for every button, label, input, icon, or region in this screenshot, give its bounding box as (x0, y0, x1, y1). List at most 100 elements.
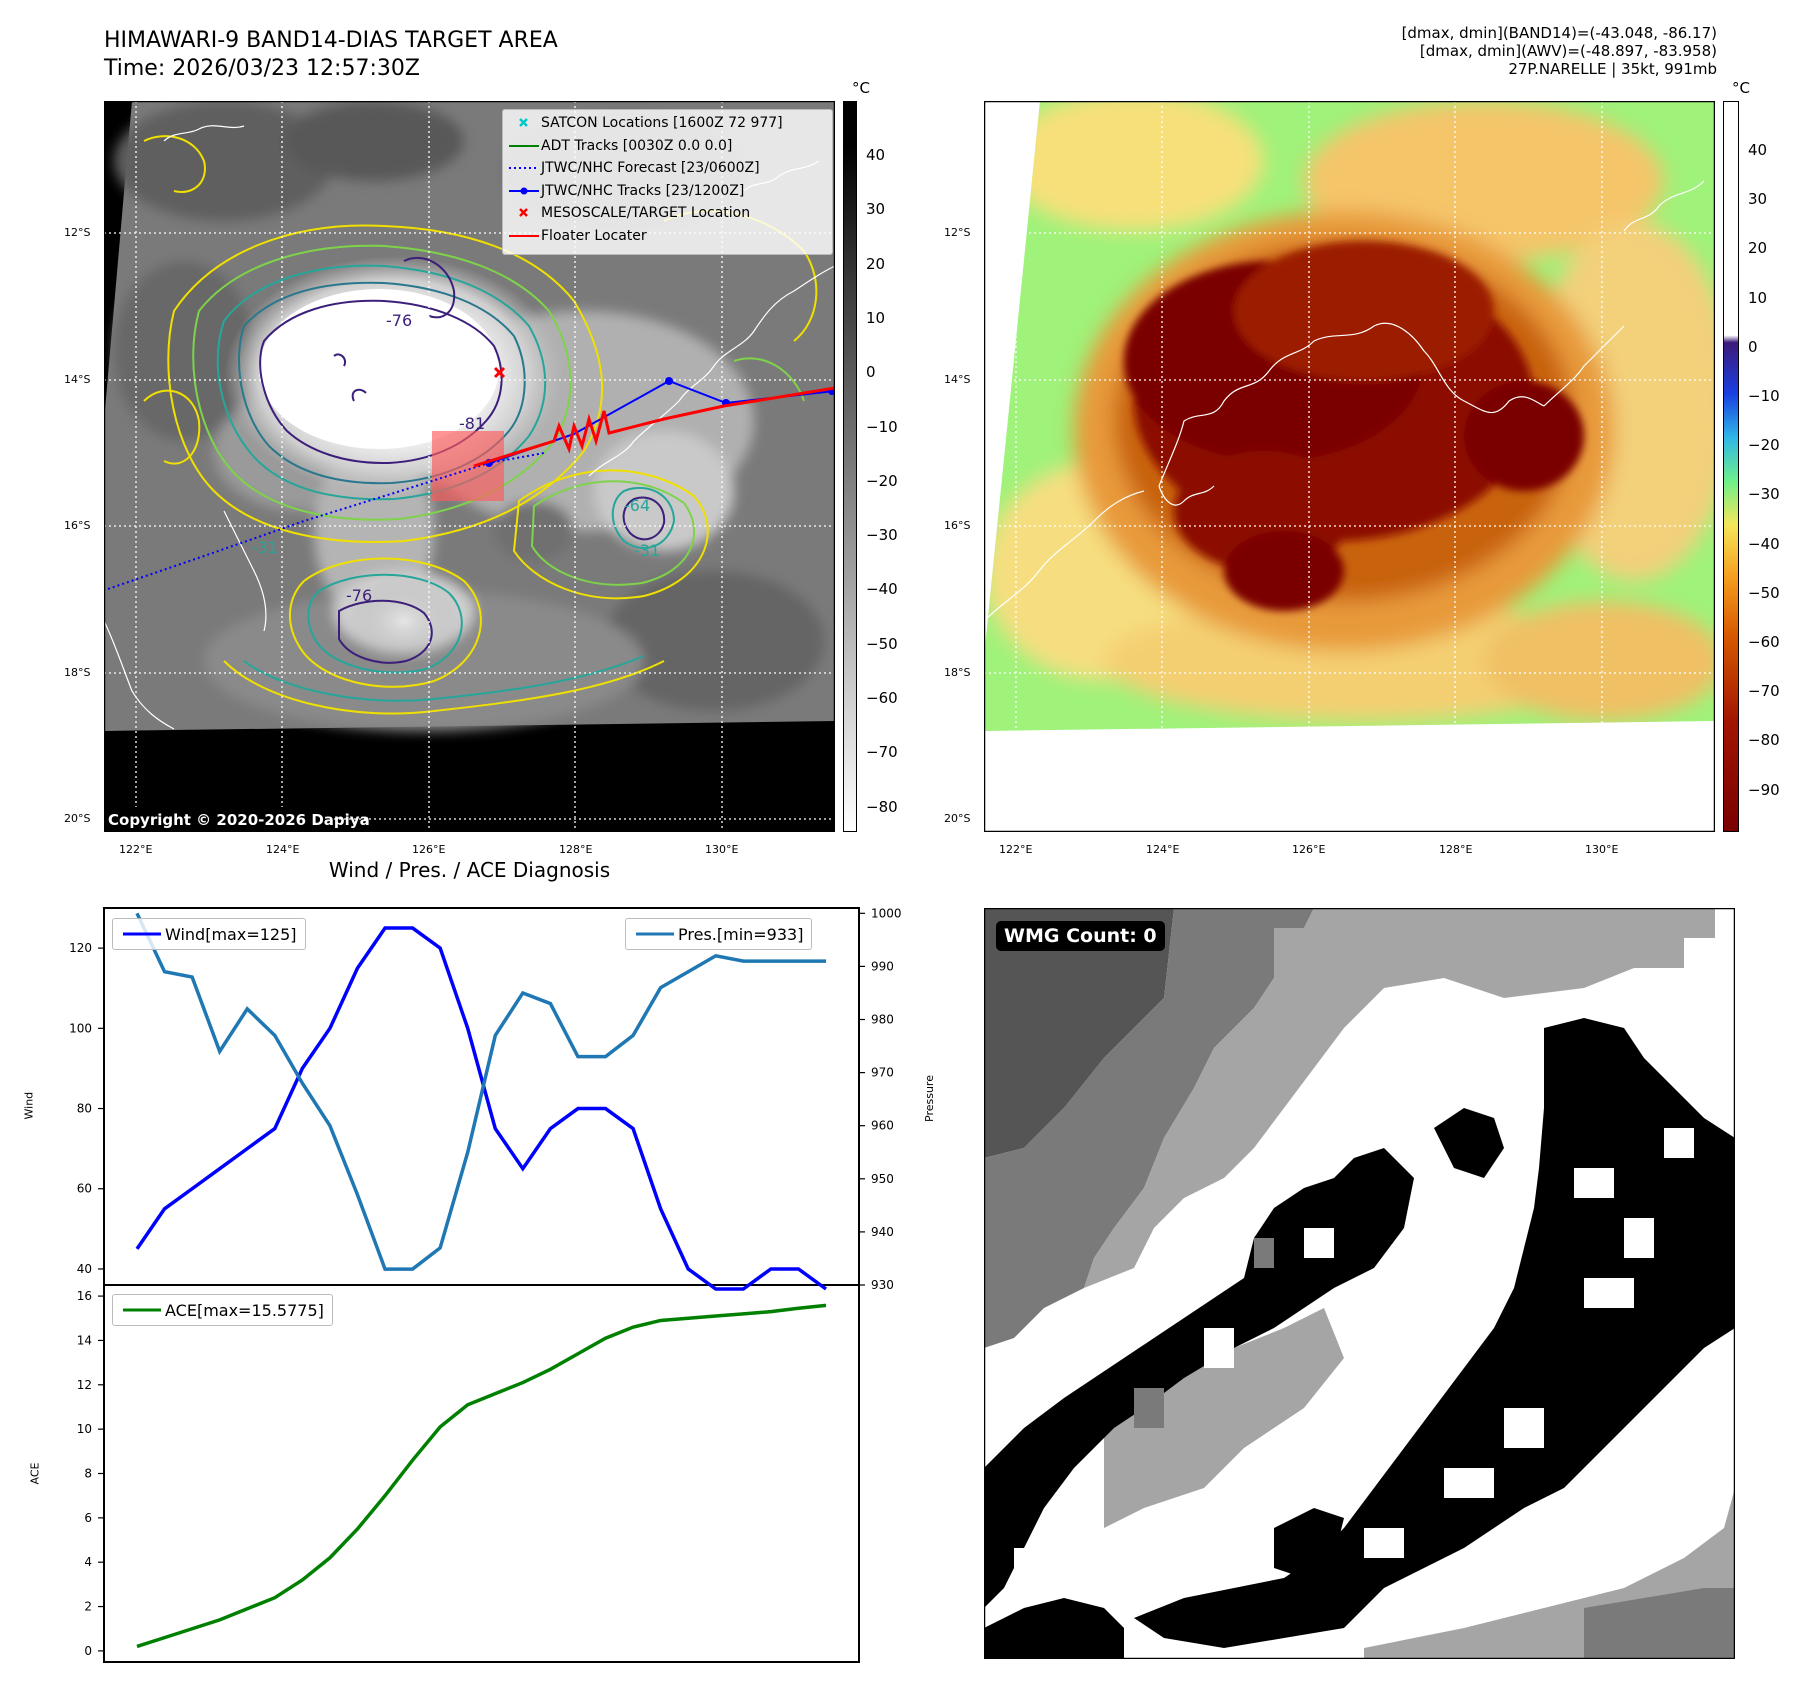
floater-locater[interactable] (473, 386, 836, 468)
mesoscale-target-marker[interactable] (493, 366, 506, 379)
wind-tick-label: 60 (77, 1182, 92, 1196)
lat-label: 20°S (64, 812, 91, 825)
lon-label: 128°E (1439, 843, 1473, 856)
mesoscale-target-box[interactable] (432, 431, 504, 501)
pressure-axis-label: Pressure (922, 1075, 936, 1122)
contour-label: -76 (346, 586, 372, 605)
ace-tick-label: 4 (84, 1555, 92, 1569)
legend-item-forecast: JTWC/NHC Forecast [23/0600Z] (507, 157, 832, 180)
wind-tick-label: 100 (69, 1021, 92, 1035)
colorbar-tick-label: 0 (866, 363, 876, 382)
ace-tick-label: 8 (84, 1467, 92, 1481)
jtwc-forecast-track[interactable] (107, 452, 545, 590)
legend-label: ADT Tracks [0030Z 0.0 0.0] (541, 137, 733, 154)
ace-legend: ACE[max=15.5775] (112, 1294, 333, 1326)
colorbar-tick-label: −70 (1748, 682, 1780, 701)
color-colorbar (1723, 101, 1739, 832)
ace-tick-label: 14 (77, 1333, 92, 1347)
colorbar-unit: °C (1732, 79, 1750, 97)
colorbar-tick-label: −40 (1748, 534, 1780, 553)
wind-series-line (135, 926, 828, 1291)
colorbar-tick-label: −50 (1748, 583, 1780, 602)
colorbar-tick-label: −70 (866, 743, 898, 762)
contour-label: -81 (459, 414, 485, 433)
colorbar-tick-label: −10 (1748, 387, 1780, 405)
legend-item-target: MESOSCALE/TARGET Location (507, 202, 832, 225)
wind-legend: Wind[max=125] (112, 918, 306, 950)
awv-map-panel[interactable] (983, 100, 1716, 833)
contour-label: -31 (252, 538, 278, 557)
contour-label: -76 (386, 311, 412, 330)
diagnosis-title: Wind / Pres. / ACE Diagnosis (328, 858, 611, 882)
ace-tick-label: 16 (77, 1289, 92, 1303)
lon-label: 128°E (559, 843, 593, 856)
ir-map: -76 -81 -64 -76 -31 -31 Copyright © 2020… (103, 100, 836, 833)
colorbar-tick-label: −30 (1748, 485, 1780, 504)
pressure-legend: Pres.[min=933] (625, 918, 813, 950)
colorbar-tick-label: 20 (1748, 239, 1768, 258)
pressure-tick-label: 1000 (871, 906, 902, 920)
lat-label: 18°S (944, 666, 971, 679)
colorbar-tick-label: −60 (866, 689, 898, 707)
pressure-tick-label: 990 (871, 959, 894, 973)
colorbar-tick-label: 40 (866, 146, 886, 164)
wmg-count-badge: WMG Count: 0 (996, 921, 1165, 951)
colorbar-tick-label: −60 (1748, 633, 1780, 651)
pressure-tick-label: 940 (871, 1225, 894, 1239)
lon-label: 124°E (1146, 843, 1180, 856)
contour-label: -31 (634, 541, 660, 560)
pressure-tick-label: 970 (871, 1066, 894, 1080)
gray-colorbar (843, 101, 857, 832)
wind-legend-label: Wind[max=125] (165, 924, 297, 944)
colorbar-tick-label: −90 (1748, 780, 1780, 799)
lon-label: 126°E (1292, 843, 1326, 856)
wind-tick-label: 40 (77, 1262, 92, 1276)
legend-item-adt: ADT Tracks [0030Z 0.0 0.0] (507, 135, 832, 158)
pressure-series-line (135, 912, 826, 1271)
pressure-legend-label: Pres.[min=933] (678, 924, 804, 944)
colorbar-tick-label: −30 (866, 526, 898, 545)
ace-axis-label: ACE (28, 1462, 42, 1485)
figure-time: Time: 2026/03/23 12:57:30Z (104, 56, 420, 81)
ir-map-panel[interactable]: -76 -81 -64 -76 -31 -31 Copyright © 2020… (103, 100, 836, 833)
ace-tick-label: 0 (84, 1644, 92, 1658)
lon-label: 122°E (999, 843, 1033, 856)
colorbar-tick-label: −80 (1748, 731, 1780, 750)
legend-item-tracks: JTWC/NHC Tracks [23/1200Z] (507, 180, 832, 203)
lon-label: 130°E (1585, 843, 1619, 856)
colorbar-tick-label: 30 (1748, 190, 1768, 209)
wmg-panel[interactable]: WMG Count: 0 (983, 907, 1736, 1660)
legend-label: Floater Locater (541, 227, 647, 244)
awv-map (983, 100, 1716, 833)
legend-label: JTWC/NHC Tracks [23/1200Z] (541, 182, 745, 199)
pressure-tick-label: 930 (871, 1278, 894, 1292)
ace-legend-label: ACE[max=15.5775] (165, 1300, 324, 1320)
pressure-tick-label: 950 (871, 1172, 894, 1186)
colorbar-tick-label: −80 (866, 797, 898, 816)
colorbar-tick-label: −40 (866, 580, 898, 599)
awv-range: [dmax, dmin](AWV)=(-48.897, -83.958) (1419, 42, 1717, 60)
lat-label: 12°S (64, 226, 91, 239)
map-legend: SATCON Locations [1600Z 72 977] ADT Trac… (502, 109, 833, 255)
lon-label: 122°E (119, 843, 153, 856)
pressure-tick-label: 980 (871, 1013, 894, 1027)
colorbar-unit: °C (852, 79, 870, 97)
wind-tick-label: 120 (69, 941, 92, 955)
lat-label: 18°S (64, 666, 91, 679)
colorbar-tick-label: −10 (866, 417, 898, 436)
bt-info: [dmax, dmin](BAND14)=(-43.048, -86.17) [… (1402, 24, 1717, 78)
ace-tick-label: 2 (84, 1600, 92, 1614)
colorbar-tick-label: 0 (1748, 337, 1758, 356)
lon-label: 124°E (266, 843, 300, 856)
contour-label: -64 (624, 496, 650, 515)
lat-label: 14°S (944, 373, 971, 386)
lat-label: 12°S (944, 226, 971, 239)
copyright: Copyright © 2020-2026 Dapiya (108, 811, 370, 829)
lon-label: 126°E (412, 843, 446, 856)
lat-label: 16°S (64, 519, 91, 532)
colorbar-tick-label: 10 (1748, 288, 1768, 307)
legend-item-floater: Floater Locater (507, 225, 832, 248)
lat-label: 20°S (944, 812, 971, 825)
legend-label: SATCON Locations [1600Z 72 977] (541, 115, 783, 132)
